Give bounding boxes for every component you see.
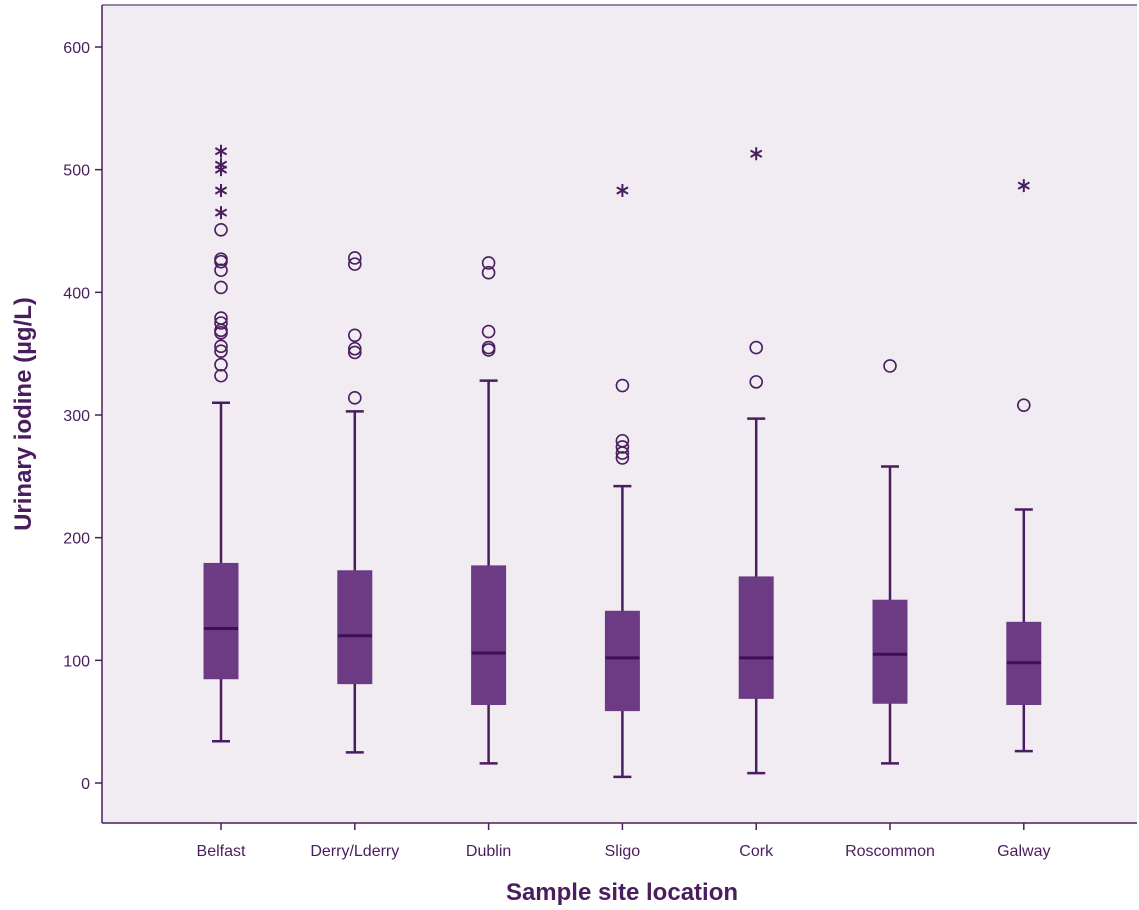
outlier-point xyxy=(883,359,897,373)
box-group xyxy=(337,251,373,754)
extreme-point xyxy=(214,158,228,172)
box-group xyxy=(203,144,239,743)
x-tick-label: Sligo xyxy=(605,843,641,860)
x-tick-label: Derry/Lderry xyxy=(310,843,399,860)
outlier-point xyxy=(615,451,630,465)
box-group xyxy=(471,256,507,765)
boxes-layer xyxy=(203,144,1042,779)
box-group xyxy=(1006,179,1042,753)
outlier-point xyxy=(481,340,496,355)
box-group xyxy=(872,359,908,765)
x-tick-label: Dublin xyxy=(466,843,511,860)
iqr-box xyxy=(738,576,774,699)
outlier-point xyxy=(615,433,630,448)
outlier-point xyxy=(214,344,228,359)
outlier-point xyxy=(749,375,764,389)
y-tick-label: 500 xyxy=(63,163,90,180)
x-tick-label: Belfast xyxy=(197,843,246,860)
y-axis: 0 100 200 300 400 500 600 xyxy=(63,40,102,793)
y-tick-label: 200 xyxy=(63,531,90,548)
outlier-point xyxy=(214,252,228,267)
extreme-point xyxy=(214,184,228,198)
y-tick-label: 0 xyxy=(81,776,90,793)
outlier-point xyxy=(347,328,362,343)
outlier-point xyxy=(347,341,362,356)
outlier-point xyxy=(214,222,228,237)
iqr-box xyxy=(337,570,373,685)
y-tick-label: 400 xyxy=(63,285,90,302)
outlier-point xyxy=(615,378,630,393)
outlier-point xyxy=(214,311,228,325)
x-axis: Belfast Derry/Lderry Dublin Sligo Cork Roscom… xyxy=(197,823,1050,860)
y-tick-label: 100 xyxy=(63,653,90,670)
y-tick-label: 300 xyxy=(63,408,90,425)
x-tick-label: Roscommon xyxy=(845,843,935,860)
y-axis-title: Urinary iodine (µg/L) xyxy=(10,297,37,531)
x-tick-label: Galway xyxy=(997,843,1050,860)
outlier-point xyxy=(749,340,764,355)
y-tick-label: 600 xyxy=(63,40,90,57)
outlier-point xyxy=(214,263,228,278)
outlier-point xyxy=(214,280,228,295)
outlier-point xyxy=(481,324,496,339)
outlier-point xyxy=(214,316,228,330)
extreme-point xyxy=(1017,179,1030,193)
box-group xyxy=(738,147,774,775)
outlier-point xyxy=(214,357,228,372)
extreme-point xyxy=(214,206,228,220)
x-axis-title: Sample site location xyxy=(506,879,738,906)
outlier-point xyxy=(347,345,362,360)
outlier-point xyxy=(615,440,630,454)
x-tick-label: Cork xyxy=(739,843,774,860)
outlier-point xyxy=(481,256,496,270)
iqr-box xyxy=(872,599,908,704)
outlier-point xyxy=(214,368,228,383)
box-group xyxy=(604,184,640,779)
outlier-point xyxy=(1016,398,1031,412)
outlier-point xyxy=(347,391,362,405)
iqr-box xyxy=(604,610,640,712)
iqr-box xyxy=(471,565,507,705)
outlier-point xyxy=(347,251,362,265)
extreme-point xyxy=(750,147,763,161)
extreme-point xyxy=(214,144,228,158)
outlier-point xyxy=(214,339,228,354)
outlier-point xyxy=(481,265,496,280)
iqr-box xyxy=(203,562,239,680)
extreme-point xyxy=(616,184,629,198)
outlier-point xyxy=(347,257,362,271)
